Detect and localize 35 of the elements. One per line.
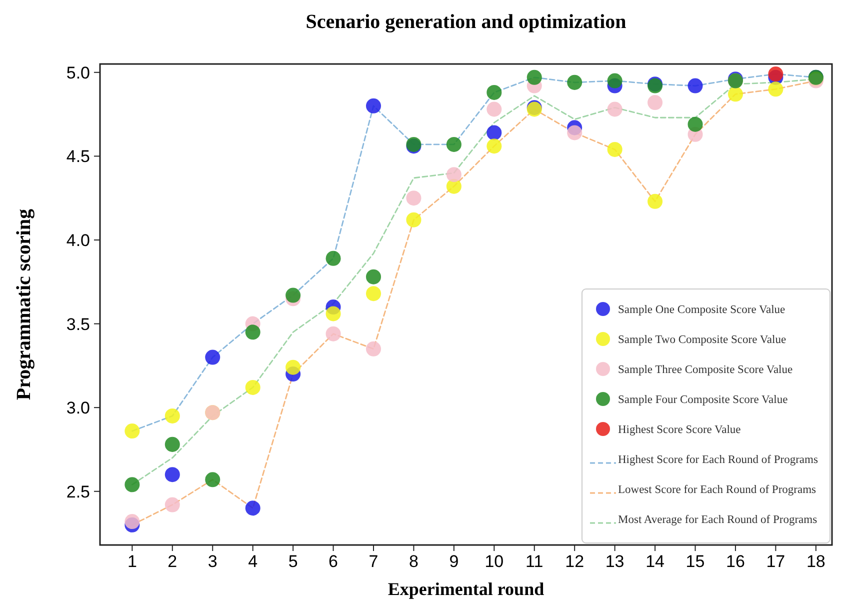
legend-label: Lowest Score for Each Round of Programs	[618, 484, 817, 496]
x-tick-label: 7	[368, 552, 378, 571]
x-tick-label: 14	[646, 552, 664, 571]
legend-label: Sample One Composite Score Value	[618, 304, 786, 316]
x-tick-label: 1	[127, 552, 137, 571]
legend-label: Highest Score for Each Round of Programs	[618, 454, 818, 466]
x-tick-label: 17	[766, 552, 786, 571]
x-tick-label: 13	[605, 552, 624, 571]
x-tick-label: 5	[288, 552, 298, 571]
x-tick-label: 18	[806, 552, 826, 571]
x-tick-label: 10	[484, 552, 504, 571]
x-tick-label: 4	[248, 552, 258, 571]
x-tick-label: 15	[686, 552, 705, 571]
legend-label: Highest Score Score Value	[618, 424, 741, 436]
x-tick-label: 2	[168, 552, 178, 571]
x-tick-label: 9	[449, 552, 459, 571]
x-axis-title: Experimental round	[388, 579, 544, 599]
y-tick-label: 5.0	[66, 63, 90, 82]
y-tick-label: 4.5	[66, 147, 90, 166]
x-tick-label: 11	[526, 552, 544, 571]
x-tick-label: 12	[565, 552, 584, 571]
chart-title: Scenario generation and optimization	[306, 11, 626, 33]
y-tick-label: 3.5	[66, 314, 90, 334]
legend-label: Sample Three Composite Score Value	[618, 364, 793, 376]
legend-label: Sample Two Composite Score Value	[618, 334, 786, 346]
y-tick-label: 3.0	[66, 398, 90, 418]
x-tick-label: 16	[726, 552, 745, 571]
legend-label: Sample Four Composite Score Value	[618, 394, 788, 406]
y-axis-title: Programmatic scoring	[13, 208, 35, 400]
x-tick-label: 3	[208, 552, 218, 571]
x-tick-label: 6	[328, 552, 338, 571]
x-tick-label: 8	[408, 552, 418, 571]
y-tick-label: 2.5	[66, 482, 90, 502]
legend-label: Most Average for Each Round of Programs	[618, 514, 818, 526]
y-tick-label: 4.0	[66, 230, 90, 250]
